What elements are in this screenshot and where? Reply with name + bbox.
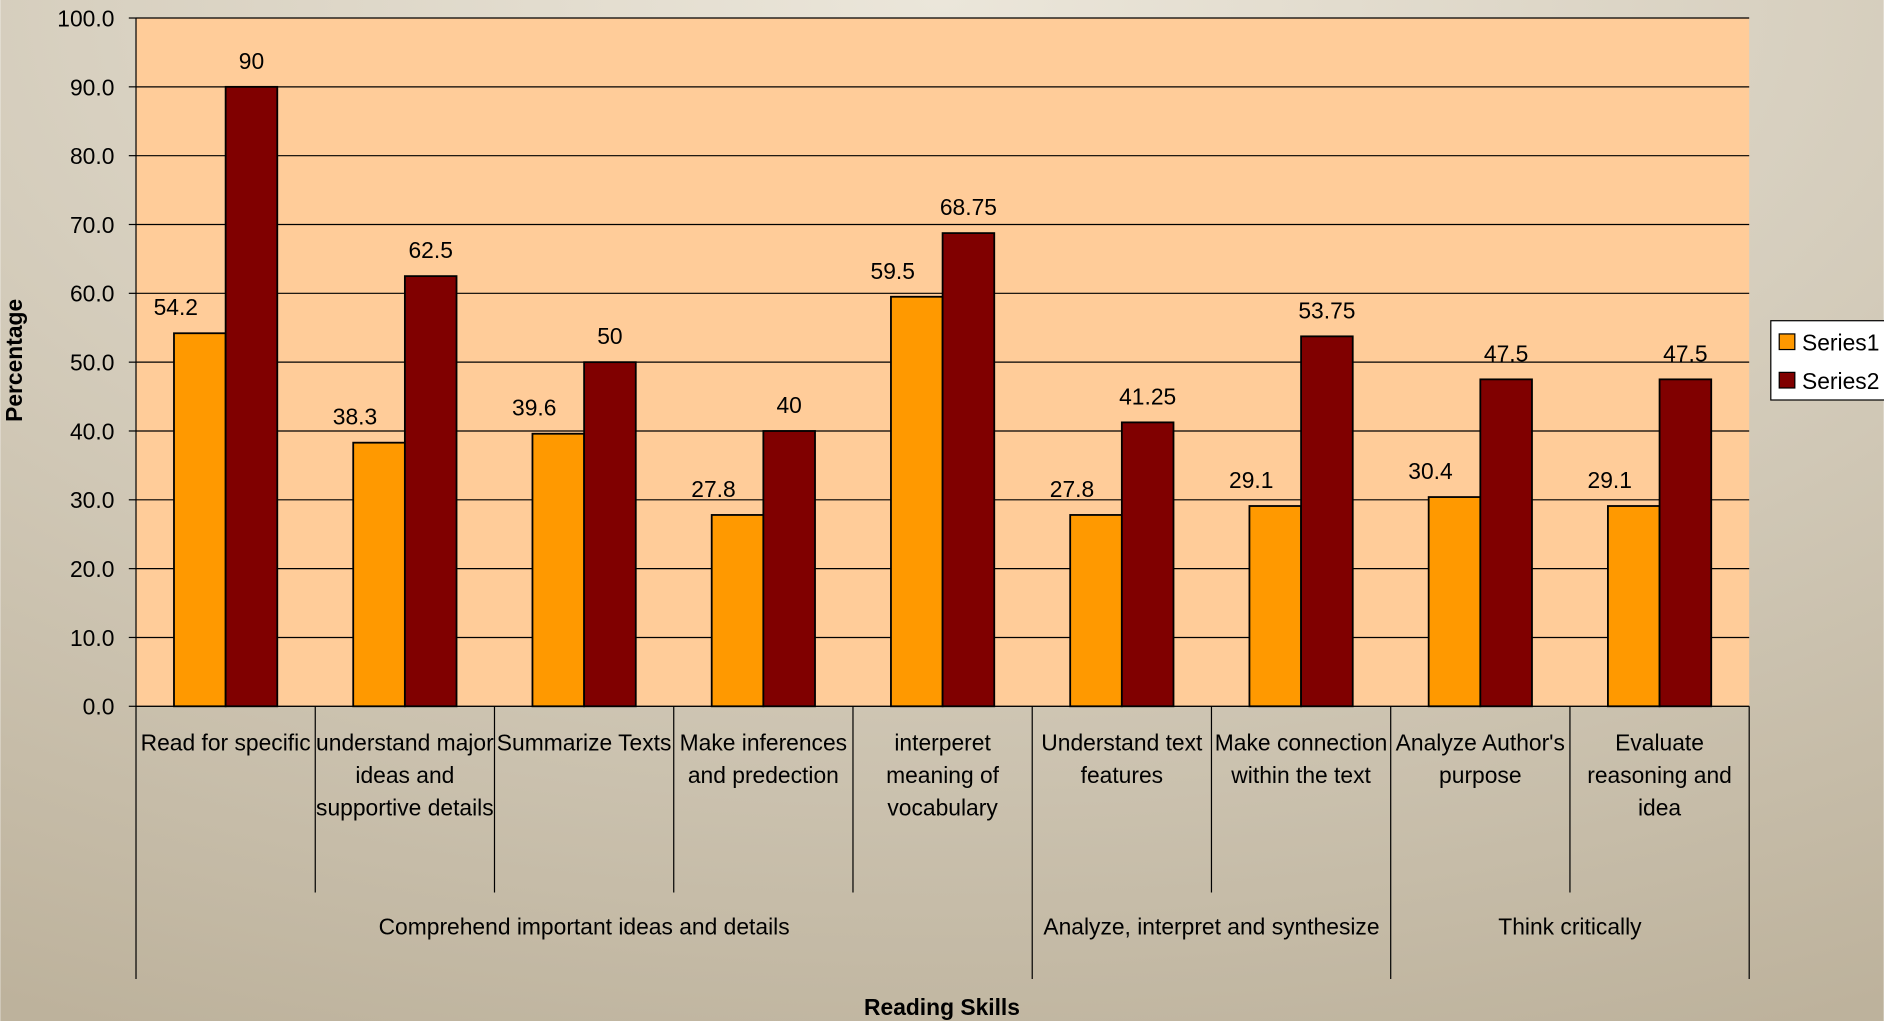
bar [1069,514,1123,708]
y-tick-label: 60.0 [70,281,114,307]
data-label: 27.8 [691,476,735,502]
bar [1427,496,1482,708]
x-tick-label-box: Read for specific [140,731,311,757]
bar [710,514,765,708]
x-tick-label-box: Make inferences and predection [679,731,848,790]
bar [1300,335,1354,708]
data-label: 50 [597,323,622,349]
group-label-box: Analyze, interpret and synthesize [1043,915,1380,941]
data-label: 40 [776,392,801,418]
data-label: 62.5 [408,237,452,263]
bar [941,232,996,708]
legend-swatch [1778,333,1796,351]
data-label: 39.6 [512,395,556,421]
group-label-box: Comprehend important ideas and details [378,915,790,941]
x-tick-label: Make inferences and predection [679,731,848,790]
x-tick-label-box: Summarize Texts [496,731,672,757]
legend-label: Series2 [1802,368,1879,394]
x-tick-label: Analyze Author's purpose [1395,731,1565,790]
data-label: 41.25 [1119,383,1176,409]
bar [224,85,279,708]
x-tick-label: Understand text features [1041,731,1203,790]
data-label: 29.1 [1229,467,1273,493]
x-tick-label-box: Evaluate reasoning and idea [1587,731,1732,822]
y-tick-label: 80.0 [70,143,114,169]
y-tick-label: 20.0 [70,556,114,582]
x-tick-label: Read for specific [140,731,311,757]
bar [1658,378,1713,708]
bar [403,275,458,708]
x-tick-label-box: Understand text features [1041,731,1203,790]
bar [1120,421,1175,708]
x-tick-label: understand major ideas and supportive de… [316,731,494,822]
y-tick-label: 10.0 [70,625,114,651]
x-axis-title: Reading Skills [864,994,1020,1020]
data-label: 29.1 [1588,467,1632,493]
data-label: 30.4 [1408,458,1453,484]
data-label: 38.3 [333,404,377,430]
bar [531,432,586,708]
x-tick-label: Make connection within the text [1214,731,1388,790]
bar [1248,505,1302,708]
group-label: Think critically [1498,915,1642,941]
legend-label: Series1 [1802,330,1879,356]
bar [583,361,637,708]
y-tick-label: 30.0 [70,487,114,513]
y-axis-title: Percentage [1,299,27,422]
x-tick-label-box: interperet meaning of vocabulary [886,731,1000,822]
bar [762,430,816,708]
data-label: 59.5 [871,258,915,284]
data-label: 27.8 [1050,476,1094,502]
y-tick-label: 50.0 [70,350,114,376]
data-label: 47.5 [1484,340,1528,366]
group-label-box: Think critically [1498,915,1642,941]
y-tick-label: 100.0 [57,5,114,31]
x-tick-label: interperet meaning of vocabulary [886,731,1000,822]
data-label: 47.5 [1663,340,1707,366]
legend-swatch [1778,371,1796,389]
x-tick-label-box: understand major ideas and supportive de… [316,731,494,822]
bar [1479,378,1533,708]
group-label: Analyze, interpret and synthesize [1043,915,1380,941]
bar [352,441,406,708]
y-tick-label: 90.0 [70,74,114,100]
bar [173,332,227,708]
x-tick-label-box: Analyze Author's purpose [1395,731,1565,790]
y-tick-label: 40.0 [70,418,114,444]
group-label: Comprehend important ideas and details [378,915,790,941]
x-tick-label-box: Make connection within the text [1214,731,1388,790]
data-label: 53.75 [1298,297,1355,323]
data-label: 90 [239,48,264,74]
x-tick-label: Evaluate reasoning and idea [1587,731,1732,822]
y-tick-label: 0.0 [83,694,115,720]
y-tick-label: 70.0 [70,212,114,238]
data-label: 54.2 [154,294,198,320]
bar [890,295,944,708]
x-tick-label: Summarize Texts [496,731,672,757]
data-label: 68.75 [940,194,997,220]
bar [1607,505,1661,708]
